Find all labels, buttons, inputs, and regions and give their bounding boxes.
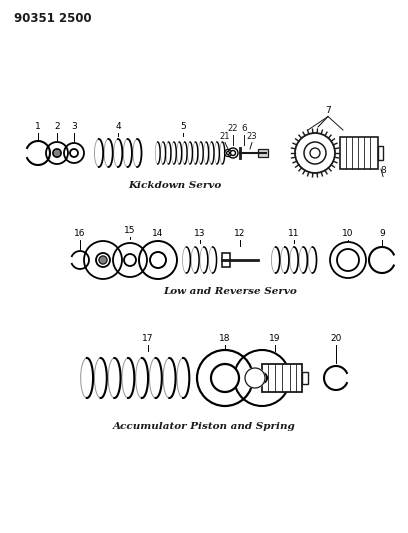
Circle shape xyxy=(124,254,136,266)
Text: 7: 7 xyxy=(325,106,331,115)
Bar xyxy=(222,253,230,267)
Circle shape xyxy=(53,149,61,157)
Circle shape xyxy=(337,249,359,271)
Text: 9: 9 xyxy=(379,229,385,238)
Circle shape xyxy=(228,148,238,158)
Text: 16: 16 xyxy=(74,229,86,238)
Text: 10: 10 xyxy=(342,229,354,238)
Text: 15: 15 xyxy=(124,226,136,235)
Text: 11: 11 xyxy=(288,229,300,238)
Bar xyxy=(340,137,378,169)
Text: 90351 2500: 90351 2500 xyxy=(14,12,92,25)
Text: 2: 2 xyxy=(54,122,60,131)
Text: 6: 6 xyxy=(241,124,247,133)
Bar xyxy=(302,372,308,384)
Circle shape xyxy=(96,253,110,267)
Text: 4: 4 xyxy=(115,122,121,131)
Circle shape xyxy=(84,241,122,279)
Circle shape xyxy=(150,252,166,268)
Text: 22: 22 xyxy=(228,124,238,133)
Text: 19: 19 xyxy=(269,334,281,343)
Bar xyxy=(258,149,268,157)
Circle shape xyxy=(231,150,235,156)
Circle shape xyxy=(99,256,107,264)
Text: 3: 3 xyxy=(71,122,77,131)
Text: 14: 14 xyxy=(152,229,164,238)
Circle shape xyxy=(330,242,366,278)
Text: 20: 20 xyxy=(330,334,341,343)
Text: 17: 17 xyxy=(142,334,154,343)
Circle shape xyxy=(139,241,177,279)
Text: Low and Reverse Servo: Low and Reverse Servo xyxy=(163,287,297,296)
Text: 12: 12 xyxy=(234,229,246,238)
Circle shape xyxy=(70,149,78,157)
Text: 8: 8 xyxy=(380,166,386,175)
Circle shape xyxy=(257,373,267,383)
Circle shape xyxy=(211,364,239,392)
Text: 21: 21 xyxy=(220,132,230,141)
Bar xyxy=(262,364,302,392)
Circle shape xyxy=(64,143,84,163)
Circle shape xyxy=(245,368,265,388)
Text: 13: 13 xyxy=(194,229,206,238)
Circle shape xyxy=(46,142,68,164)
Circle shape xyxy=(226,151,229,155)
Text: 23: 23 xyxy=(247,132,257,141)
Circle shape xyxy=(197,350,253,406)
Text: 18: 18 xyxy=(219,334,231,343)
Text: Accumulator Piston and Spring: Accumulator Piston and Spring xyxy=(113,422,295,431)
Circle shape xyxy=(224,149,231,157)
Circle shape xyxy=(234,350,290,406)
Circle shape xyxy=(310,148,320,158)
Text: 5: 5 xyxy=(180,122,186,131)
Text: Kickdown Servo: Kickdown Servo xyxy=(129,181,222,190)
Bar xyxy=(378,146,383,160)
Circle shape xyxy=(55,150,60,156)
Text: 1: 1 xyxy=(35,122,41,131)
Circle shape xyxy=(113,243,147,277)
